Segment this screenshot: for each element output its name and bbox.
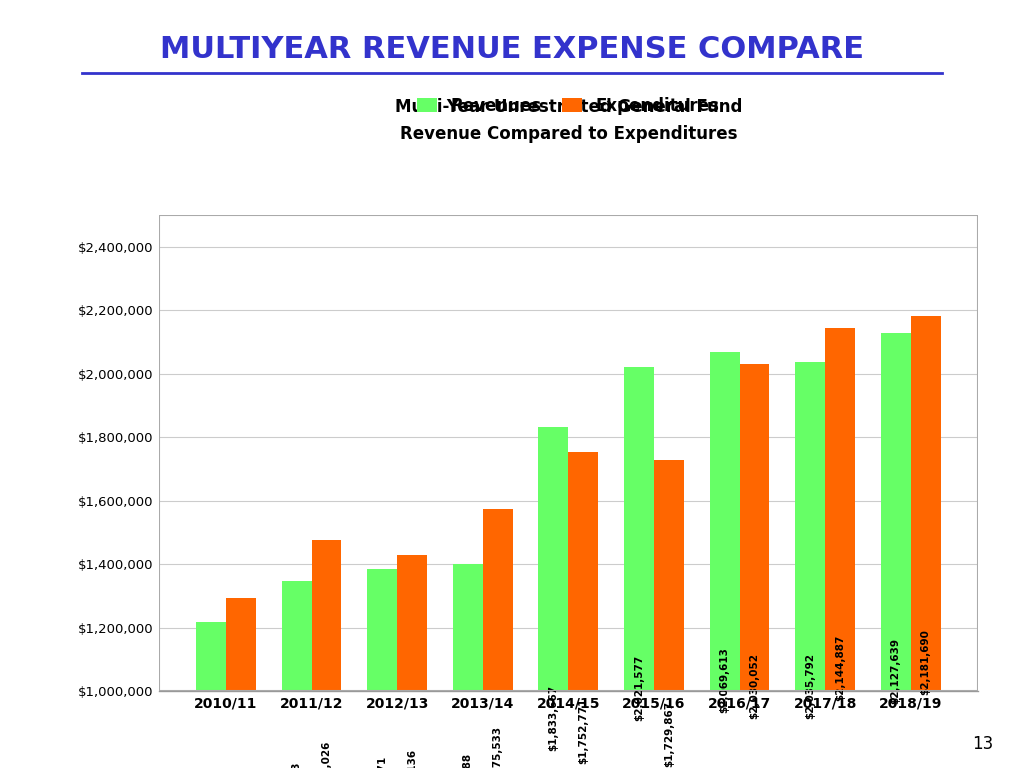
Text: $2,181,690: $2,181,690 <box>921 630 931 695</box>
Bar <box>482 508 513 768</box>
Text: $1,575,533: $1,575,533 <box>493 726 503 768</box>
Bar <box>710 352 739 768</box>
Bar <box>624 367 654 768</box>
Text: $2,030,052: $2,030,052 <box>750 654 760 720</box>
Text: $1,729,867: $1,729,867 <box>664 701 674 767</box>
Bar <box>196 622 226 768</box>
Text: $2,144,887: $2,144,887 <box>836 635 845 701</box>
Bar <box>539 426 568 768</box>
Text: MULTIYEAR REVENUE EXPENSE COMPARE: MULTIYEAR REVENUE EXPENSE COMPARE <box>160 35 864 64</box>
Title: Multi-Year Unrestricted General Fund
Revenue Compared to Expenditures: Multi-Year Unrestricted General Fund Rev… <box>394 98 742 143</box>
Text: $1,400,588: $1,400,588 <box>463 753 473 768</box>
Text: $1,477,026: $1,477,026 <box>322 741 332 768</box>
Bar <box>159 215 978 691</box>
Text: $1,752,771: $1,752,771 <box>579 697 589 763</box>
Bar <box>739 364 769 768</box>
Text: $1,430,136: $1,430,136 <box>408 749 417 768</box>
Bar <box>654 459 684 768</box>
Bar <box>282 581 311 768</box>
Bar <box>910 316 941 768</box>
Text: 13: 13 <box>972 735 993 753</box>
Bar <box>825 328 855 768</box>
Legend: Revenues, Expenditures: Revenues, Expenditures <box>411 90 726 121</box>
Text: $1,384,371: $1,384,371 <box>377 756 387 768</box>
Bar <box>453 564 482 768</box>
Bar <box>226 598 256 768</box>
Bar <box>311 540 341 768</box>
Text: $1,347,138: $1,347,138 <box>292 762 301 768</box>
Text: $2,127,639: $2,127,639 <box>891 638 901 704</box>
Bar <box>881 333 910 768</box>
Text: $2,035,792: $2,035,792 <box>805 653 815 719</box>
Bar <box>397 554 427 768</box>
Bar <box>568 452 598 768</box>
Bar <box>796 362 825 768</box>
Text: $2,069,613: $2,069,613 <box>720 647 729 713</box>
Text: $2,021,577: $2,021,577 <box>634 654 644 721</box>
Bar <box>368 569 397 768</box>
Text: $1,833,667: $1,833,667 <box>548 684 558 750</box>
